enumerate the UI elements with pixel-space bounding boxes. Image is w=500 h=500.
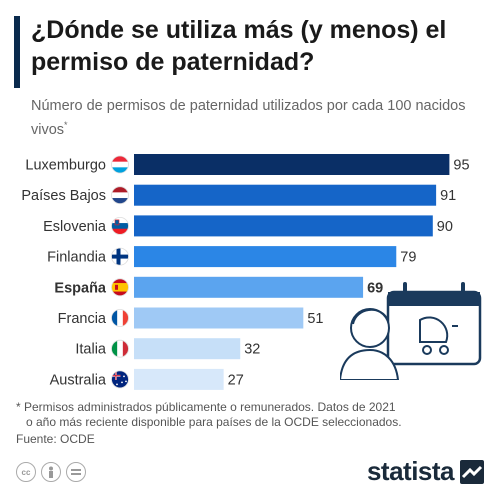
bar (134, 246, 397, 268)
page-subtitle: Número de permisos de paternidad utiliza… (31, 97, 471, 140)
bar (134, 215, 433, 237)
footnote-line-2: o año más reciente disponible para paíse… (26, 415, 402, 429)
subtitle-text: Número de permisos de paternidad utiliza… (31, 98, 466, 138)
category-label: Australia (50, 372, 107, 388)
bar-row: Finlandia 79 (47, 246, 416, 268)
luxembourg-flag-icon (111, 155, 129, 174)
bar (134, 307, 304, 329)
bar (134, 276, 364, 298)
footnote-line-1: * Permisos administrados públicamente o … (16, 400, 396, 414)
value-label: 51 (307, 311, 323, 327)
bar-row: Países Bajos 91 (21, 184, 456, 206)
value-label: 91 (440, 188, 456, 204)
bar (134, 154, 450, 175)
bar-row: Francia 51 (58, 307, 323, 329)
bar (134, 368, 224, 390)
spain-flag-icon (111, 278, 129, 297)
no-derivatives-icon[interactable] (66, 462, 86, 482)
value-label: 32 (244, 342, 260, 358)
value-label: 79 (400, 250, 416, 266)
category-label: España (54, 280, 107, 296)
creative-commons-icon[interactable]: cc (16, 462, 36, 482)
bar (134, 338, 241, 360)
brand[interactable]: statista (367, 456, 484, 487)
australia-flag-icon (111, 370, 129, 389)
value-label: 69 (367, 280, 383, 296)
netherlands-flag-icon (111, 186, 129, 205)
italy-flag-icon (111, 339, 129, 358)
license-icons: cc (16, 462, 86, 482)
bar-row: Luxemburgo 95 (25, 154, 470, 175)
category-label: Francia (58, 311, 107, 327)
bar-row: Eslovenia 90 (43, 215, 453, 237)
value-label: 27 (228, 372, 244, 388)
france-flag-icon (111, 309, 129, 327)
category-label: Italia (75, 342, 107, 358)
value-label: 95 (453, 158, 469, 174)
attribution-icon[interactable] (41, 462, 61, 482)
bar-chart: Luxemburgo 95 Países Bajos 91 Eslovenia 90 Fin… (21, 154, 470, 390)
category-label: Finlandia (47, 250, 107, 266)
bar (134, 184, 437, 206)
bar-row: España 69 (54, 276, 383, 298)
baby-carriage-icon (419, 316, 458, 355)
bar-row: Australia 27 (50, 368, 244, 390)
footnote: * Permisos administrados públicamente o … (16, 400, 486, 430)
category-label: Eslovenia (43, 219, 107, 235)
page-title: ¿Dónde se utiliza más (y menos) el permi… (31, 16, 447, 76)
statista-logo-icon (460, 459, 484, 484)
calendar-icon (386, 282, 482, 366)
subtitle-footnote-mark: * (64, 120, 68, 130)
bar-row: Italia 32 (75, 338, 260, 360)
finland-flag-icon (111, 247, 129, 266)
slovenia-flag-icon (111, 217, 129, 235)
father-icon (340, 308, 400, 380)
category-label: Países Bajos (21, 188, 106, 204)
title-accent-bar (14, 16, 20, 88)
brand-name: statista (366, 456, 455, 486)
category-label: Luxemburgo (25, 158, 106, 174)
source-text: Fuente: OCDE (16, 432, 95, 446)
value-label: 90 (437, 219, 453, 235)
illustration (340, 282, 482, 380)
